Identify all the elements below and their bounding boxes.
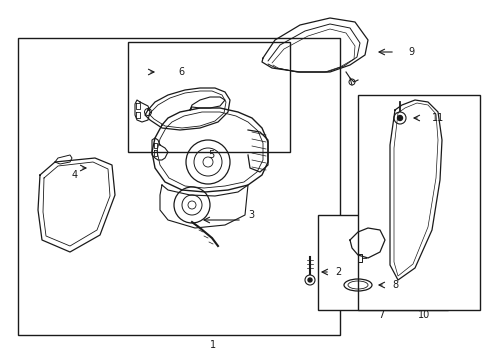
Text: 2: 2 bbox=[334, 267, 341, 277]
Circle shape bbox=[307, 278, 311, 282]
Text: 7: 7 bbox=[377, 310, 384, 320]
Text: 4: 4 bbox=[72, 170, 78, 180]
Bar bbox=[357, 95, 479, 310]
Text: 10: 10 bbox=[417, 310, 429, 320]
Text: 1: 1 bbox=[209, 340, 216, 350]
Text: 6: 6 bbox=[178, 67, 184, 77]
Text: 5: 5 bbox=[207, 150, 214, 160]
Text: 9: 9 bbox=[407, 47, 413, 57]
Bar bbox=[18, 38, 339, 335]
Bar bbox=[317, 215, 447, 310]
Circle shape bbox=[397, 116, 402, 121]
Text: 3: 3 bbox=[247, 210, 254, 220]
Text: 8: 8 bbox=[391, 280, 397, 290]
Bar bbox=[128, 42, 289, 152]
Text: 11: 11 bbox=[431, 113, 443, 123]
